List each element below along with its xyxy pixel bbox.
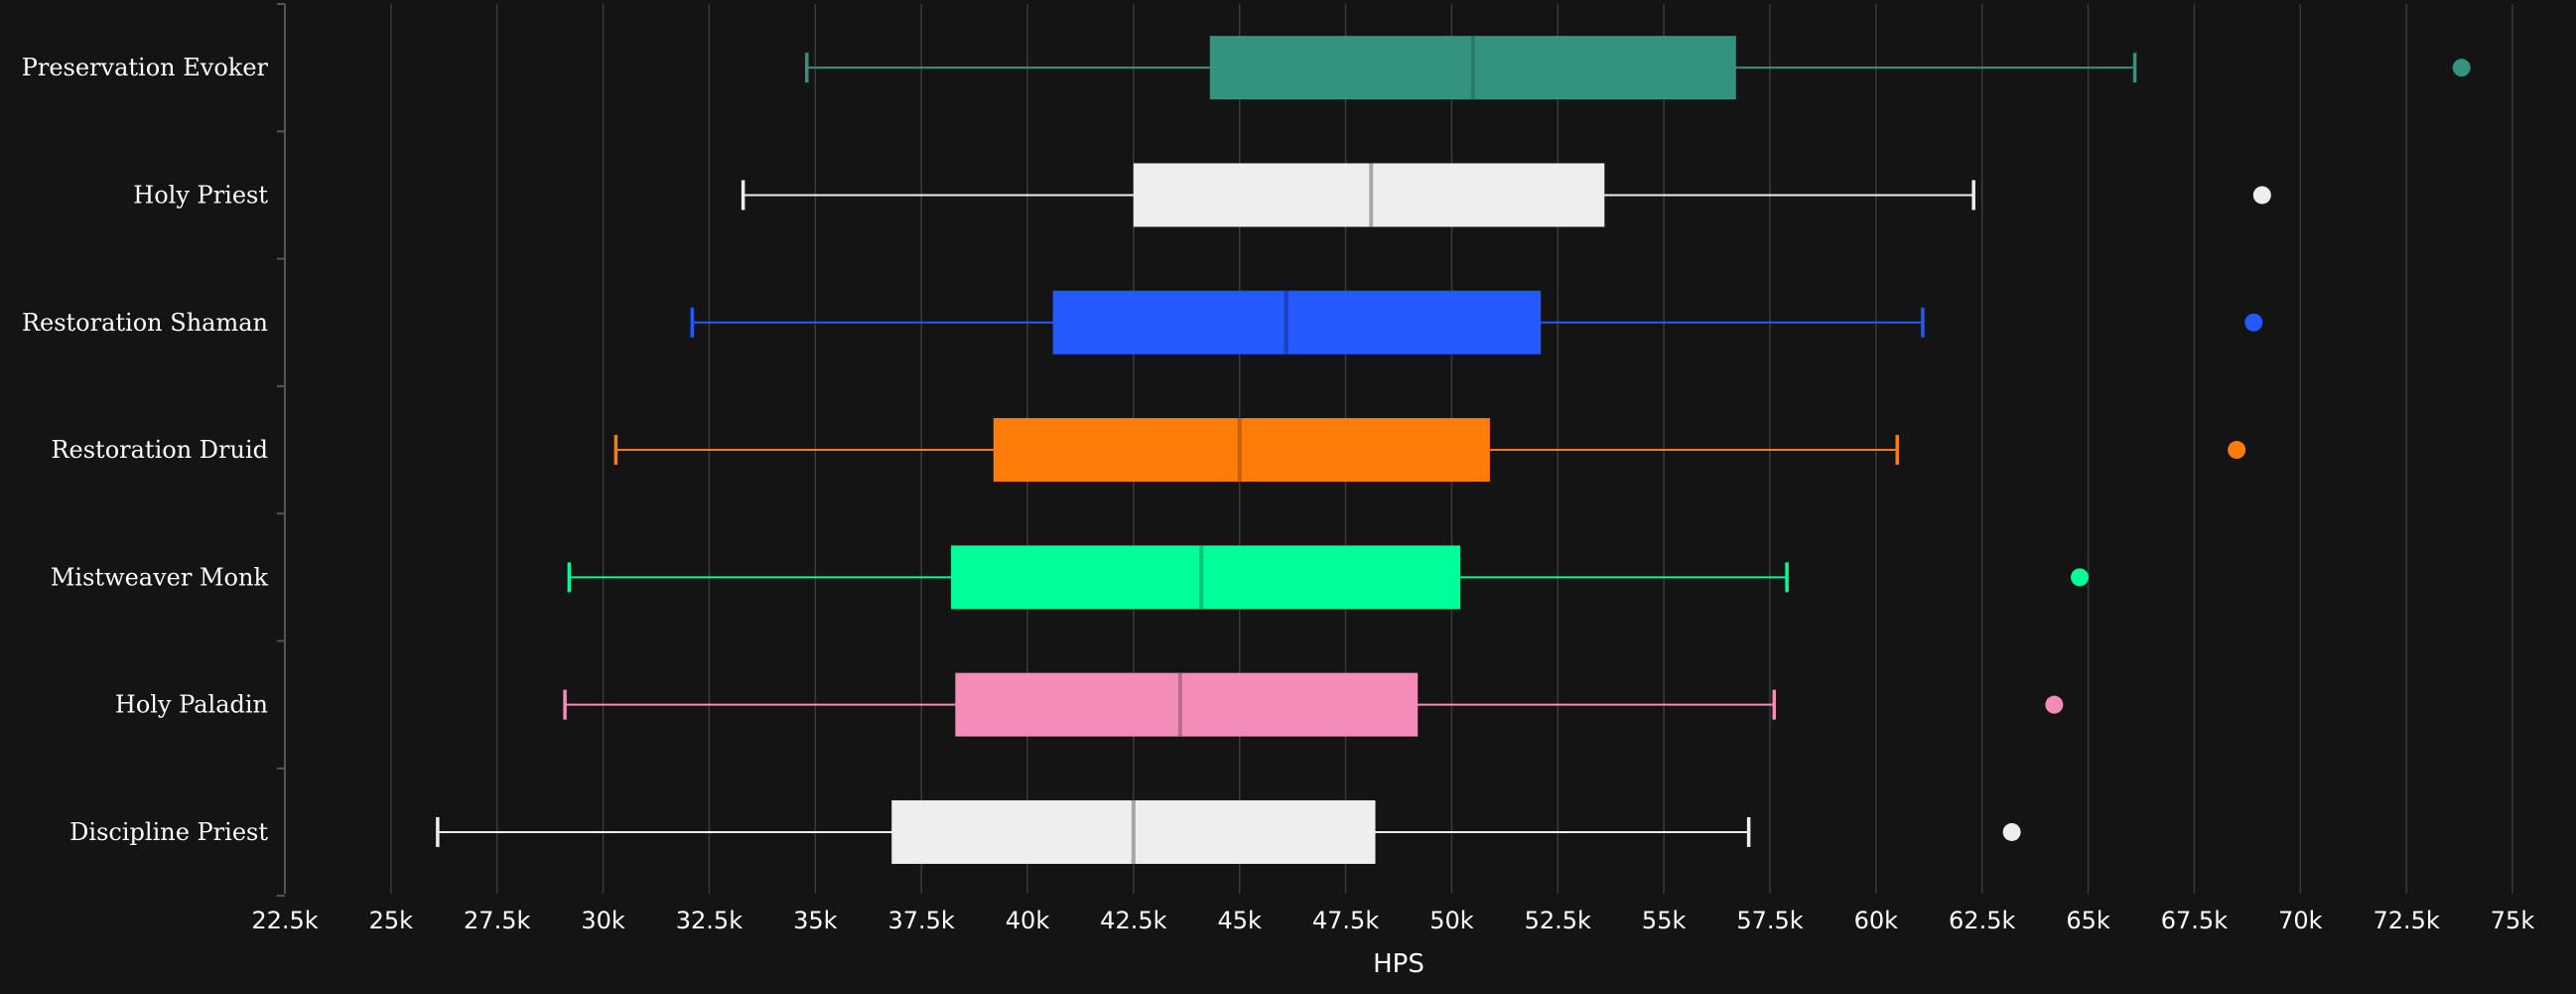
x-tick-label: 27.5k xyxy=(464,907,530,934)
box-mistweaver-monk xyxy=(567,545,2090,610)
iqr-box xyxy=(1133,163,1605,227)
x-tick-label: 40k xyxy=(1006,907,1050,934)
x-tick-label: 45k xyxy=(1217,907,1262,934)
outlier-point xyxy=(2452,59,2471,77)
axes xyxy=(277,3,286,898)
x-tick-label: 72.5k xyxy=(2373,907,2439,934)
x-tick-label: 62.5k xyxy=(1949,907,2015,934)
x-tick-label: 70k xyxy=(2278,907,2323,934)
x-tick-label: 65k xyxy=(2066,907,2110,934)
x-tick-label: 75k xyxy=(2491,907,2535,934)
x-tick-label: 60k xyxy=(1854,907,1899,934)
iqr-box xyxy=(951,545,1460,610)
category-labels: Preservation Evoker Holy Priest Restoratio… xyxy=(22,54,269,846)
iqr-box xyxy=(955,672,1419,737)
x-tick-labels: 22.5k 25k 27.5k 30k 32.5k 35k 37.5k 40k 42.5k 45k… xyxy=(251,907,2534,934)
box-holy-priest xyxy=(741,163,2271,227)
x-tick-label: 47.5k xyxy=(1312,907,1379,934)
outlier-point xyxy=(2071,568,2090,587)
iqr-box xyxy=(993,418,1490,483)
iqr-box xyxy=(1052,290,1542,355)
x-tick-label: 35k xyxy=(793,907,838,934)
x-tick-label: 67.5k xyxy=(2161,907,2228,934)
box-restoration-shaman xyxy=(690,290,2263,355)
outlier-point xyxy=(2002,822,2021,841)
x-tick-label: 57.5k xyxy=(1736,907,1803,934)
x-tick-label: 37.5k xyxy=(887,907,954,934)
outlier-point xyxy=(2045,695,2064,714)
x-tick-label: 55k xyxy=(1642,907,1687,934)
category-label: Mistweaver Monk xyxy=(51,563,269,591)
boxplot-series xyxy=(436,36,2471,864)
category-label: Restoration Druid xyxy=(51,436,268,464)
x-tick-label: 52.5k xyxy=(1525,907,1591,934)
category-label: Restoration Shaman xyxy=(22,309,268,337)
outlier-point xyxy=(2244,313,2263,332)
x-tick-label: 22.5k xyxy=(251,907,318,934)
box-holy-paladin xyxy=(563,672,2064,737)
box-discipline-priest xyxy=(436,799,2021,864)
category-label: Discipline Priest xyxy=(69,818,268,846)
box-restoration-druid xyxy=(613,418,2246,483)
x-tick-label: 32.5k xyxy=(676,907,743,934)
x-tick-label: 30k xyxy=(581,907,625,934)
x-tick-label: 42.5k xyxy=(1100,907,1166,934)
category-label: Holy Paladin xyxy=(115,691,268,719)
x-tick-label: 25k xyxy=(369,907,414,934)
gridlines xyxy=(390,4,2513,894)
x-axis-title: HPS xyxy=(1373,949,1424,979)
category-label: Holy Priest xyxy=(133,181,268,209)
outlier-point xyxy=(2252,186,2271,205)
box-preservation-evoker xyxy=(804,36,2471,100)
outlier-point xyxy=(2228,441,2246,460)
x-tick-label: 50k xyxy=(1429,907,1474,934)
category-label: Preservation Evoker xyxy=(22,54,269,81)
